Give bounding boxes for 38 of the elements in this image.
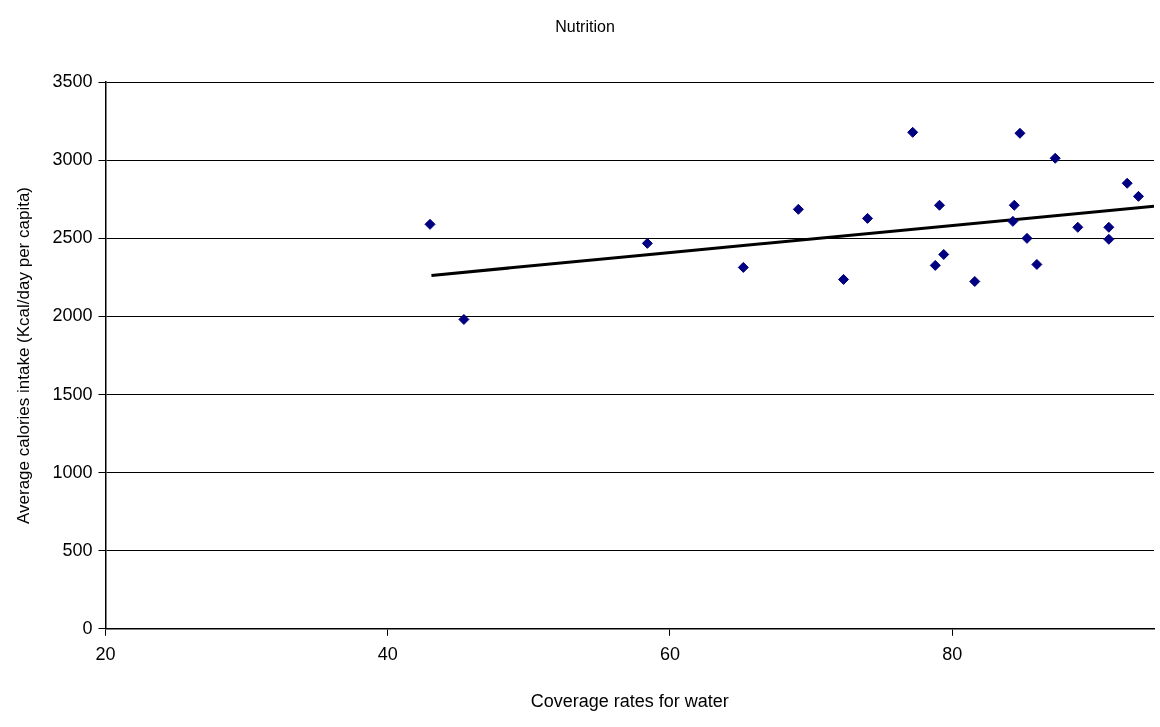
y-axis-title: Average calories intake (Kcal/day per capita) bbox=[13, 186, 33, 525]
point bbox=[1007, 215, 1019, 227]
y-tick-label: 500 bbox=[62, 539, 93, 560]
x-tick-label: 80 bbox=[942, 643, 963, 664]
point bbox=[1014, 127, 1026, 139]
point bbox=[1103, 233, 1115, 245]
point bbox=[1072, 221, 1084, 233]
x-tick-label: 60 bbox=[659, 643, 680, 664]
point bbox=[1132, 190, 1144, 202]
point bbox=[1008, 199, 1020, 211]
point bbox=[1121, 177, 1133, 189]
y-tick-label: 3500 bbox=[52, 71, 93, 92]
point bbox=[862, 212, 874, 224]
y-tick-label: 2000 bbox=[52, 305, 93, 326]
x-axis-title: Coverage rates for water bbox=[530, 691, 729, 712]
point bbox=[938, 248, 950, 260]
point bbox=[641, 237, 653, 249]
y-tick-label: 3000 bbox=[52, 149, 93, 170]
y-tick-label: 2500 bbox=[52, 227, 93, 248]
point bbox=[1031, 258, 1043, 270]
point bbox=[458, 313, 470, 325]
chart-title: Nutrition bbox=[555, 18, 615, 36]
y-tick-label: 1000 bbox=[52, 461, 93, 482]
point bbox=[792, 203, 804, 215]
point bbox=[969, 275, 981, 287]
x-tick-label: 40 bbox=[377, 643, 398, 664]
point bbox=[737, 261, 749, 273]
point bbox=[1103, 221, 1115, 233]
point bbox=[1049, 152, 1061, 164]
point bbox=[929, 259, 941, 271]
point bbox=[424, 218, 436, 230]
y-tick-label: 0 bbox=[82, 617, 93, 638]
point bbox=[933, 199, 945, 211]
x-tick-label: 20 bbox=[95, 643, 116, 664]
y-tick-label: 1500 bbox=[52, 383, 93, 404]
point bbox=[838, 273, 850, 285]
point bbox=[907, 126, 919, 138]
point bbox=[1021, 232, 1033, 244]
